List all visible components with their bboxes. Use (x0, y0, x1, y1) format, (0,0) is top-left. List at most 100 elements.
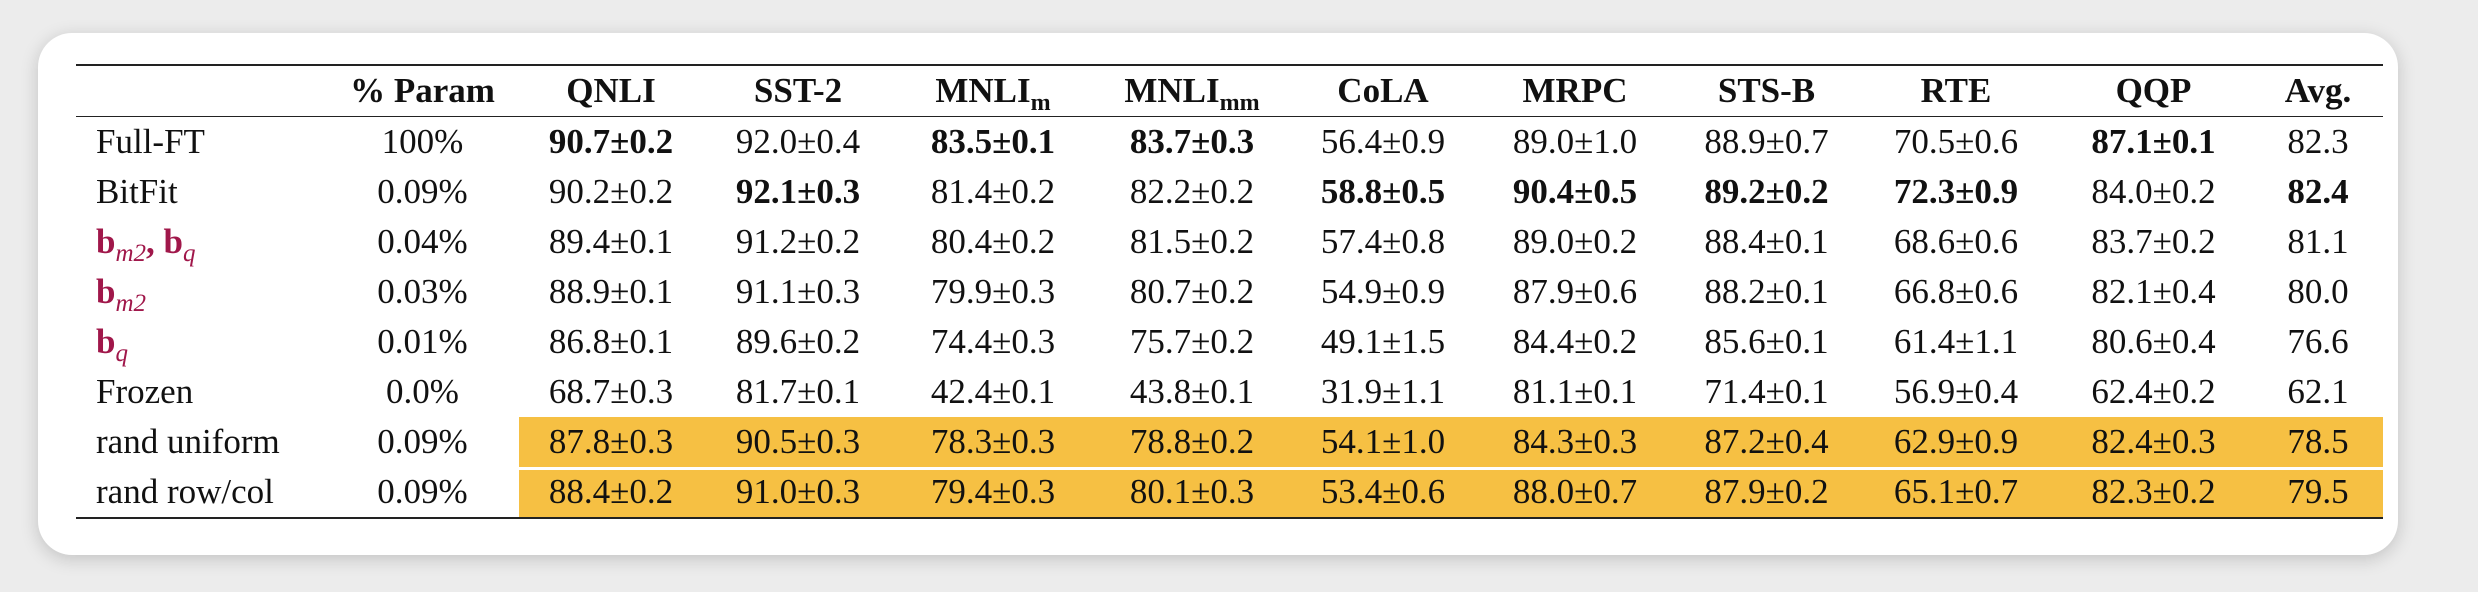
rte-cell: 56.9±0.4 (1893, 372, 2019, 411)
method-name: bm2 (76, 267, 326, 317)
cola-cell: 56.4±0.9 (1320, 122, 1446, 161)
qqp-cell: 82.3±0.2 (2054, 467, 2253, 518)
sst2-cell: 89.6±0.2 (735, 322, 861, 361)
table-card: % Param QNLI SST-2 MNLIm MNLImm CoLA MRP… (38, 33, 2398, 555)
sst2-cell: 92.0±0.4 (735, 122, 861, 161)
mnli-m-cell: 83.5±0.1 (930, 122, 1056, 161)
method-bias-symbol: b (96, 272, 116, 311)
table-row: bm2 0.03% 88.9±0.1 91.1±0.3 79.9±0.3 80.… (76, 267, 2383, 317)
param-cell: 100% (381, 122, 464, 161)
rte-cell: 65.1±0.7 (1858, 467, 2054, 518)
stsb-cell: 71.4±0.1 (1704, 372, 1829, 411)
qqp-cell: 82.4±0.3 (2054, 417, 2253, 467)
method-name: rand row/col (96, 472, 274, 511)
cola-cell: 53.4±0.6 (1291, 467, 1475, 518)
method-name: BitFit (96, 172, 178, 211)
header-mnli-mm-sub: mm (1219, 90, 1260, 116)
param-cell: 0.09% (377, 472, 468, 511)
stsb-cell: 87.9±0.2 (1675, 467, 1858, 518)
avg-cell: 76.6 (2287, 322, 2349, 361)
avg-cell: 80.0 (2287, 272, 2349, 311)
param-cell: 0.01% (377, 322, 468, 361)
qnli-cell: 89.4±0.1 (548, 222, 674, 261)
table-row: Frozen 0.0% 68.7±0.3 81.7±0.1 42.4±0.1 4… (76, 367, 2383, 417)
table-row: bq 0.01% 86.8±0.1 89.6±0.2 74.4±0.3 75.7… (76, 317, 2383, 367)
sst2-cell: 90.5±0.3 (703, 417, 893, 467)
cola-cell: 31.9±1.1 (1320, 372, 1446, 411)
mrpc-cell: 89.0±0.2 (1512, 222, 1638, 261)
table-row: bm2, bq 0.04% 89.4±0.1 91.2±0.2 80.4±0.2… (76, 217, 2383, 267)
qqp-cell: 82.1±0.4 (2091, 272, 2216, 311)
rte-cell: 62.9±0.9 (1858, 417, 2054, 467)
param-cell: 0.04% (377, 222, 468, 261)
method-name: bm2, bq (76, 217, 326, 267)
mrpc-cell: 88.0±0.7 (1475, 467, 1675, 518)
table-row-highlighted: rand uniform 0.09% 87.8±0.3 90.5±0.3 78.… (76, 417, 2383, 467)
qnli-cell: 90.2±0.2 (548, 172, 674, 211)
table-row: Full-FT 100% 90.7±0.2 92.0±0.4 83.5±0.1 … (76, 117, 2383, 168)
table-row-highlighted: rand row/col 0.09% 88.4±0.2 91.0±0.3 79.… (76, 467, 2383, 518)
mnli-mm-cell: 78.8±0.2 (1093, 417, 1291, 467)
mrpc-cell: 89.0±1.0 (1512, 122, 1638, 161)
avg-cell: 62.1 (2287, 372, 2349, 411)
mrpc-cell: 81.1±0.1 (1512, 372, 1638, 411)
cola-cell: 54.9±0.9 (1320, 272, 1446, 311)
qqp-cell: 83.7±0.2 (2091, 222, 2216, 261)
mnli-mm-cell: 81.5±0.2 (1129, 222, 1255, 261)
qnli-cell: 90.7±0.2 (548, 122, 674, 161)
mnli-mm-cell: 82.2±0.2 (1129, 172, 1255, 211)
mrpc-cell: 87.9±0.6 (1512, 272, 1638, 311)
mnli-m-cell: 74.4±0.3 (930, 322, 1056, 361)
header-sst2: SST-2 (753, 71, 843, 110)
rte-cell: 66.8±0.6 (1893, 272, 2019, 311)
header-row: % Param QNLI SST-2 MNLIm MNLImm CoLA MRP… (76, 65, 2383, 117)
param-cell: 0.03% (377, 272, 468, 311)
method-bias-subscript: m2 (115, 290, 147, 317)
mnli-m-cell: 81.4±0.2 (930, 172, 1056, 211)
rte-cell: 72.3±0.9 (1893, 172, 2019, 211)
qnli-cell: 88.9±0.1 (548, 272, 674, 311)
cola-cell: 49.1±1.5 (1320, 322, 1446, 361)
header-mnli-m-sub: m (1030, 90, 1051, 116)
mnli-mm-cell: 75.7±0.2 (1129, 322, 1255, 361)
method-bias-symbol: b (96, 222, 116, 261)
qnli-cell: 68.7±0.3 (548, 372, 674, 411)
header-qnli: QNLI (566, 71, 656, 110)
avg-cell: 82.3 (2287, 122, 2349, 161)
method-bias-symbol: b (163, 222, 183, 261)
header-mnli-mm-base: MNLI (1124, 71, 1220, 110)
qnli-cell: 88.4±0.2 (519, 467, 703, 518)
mnli-m-cell: 79.9±0.3 (930, 272, 1056, 311)
stsb-cell: 85.6±0.1 (1704, 322, 1829, 361)
qqp-cell: 80.6±0.4 (2091, 322, 2216, 361)
header-param: % Param (350, 71, 495, 110)
cola-cell: 58.8±0.5 (1320, 172, 1446, 211)
method-bias-subscript: q (183, 240, 196, 267)
qqp-cell: 87.1±0.1 (2091, 122, 2216, 161)
sst2-cell: 91.2±0.2 (735, 222, 861, 261)
stsb-cell: 88.4±0.1 (1704, 222, 1829, 261)
mnli-m-cell: 42.4±0.1 (930, 372, 1056, 411)
stsb-cell: 89.2±0.2 (1704, 172, 1829, 211)
header-method (76, 65, 326, 117)
param-cell: 0.0% (386, 372, 459, 411)
cola-cell: 54.1±1.0 (1291, 417, 1475, 467)
header-mrpc: MRPC (1522, 71, 1628, 110)
method-bias-symbol: b (96, 322, 116, 361)
stsb-cell: 88.2±0.1 (1704, 272, 1829, 311)
rte-cell: 68.6±0.6 (1893, 222, 2019, 261)
results-table: % Param QNLI SST-2 MNLIm MNLImm CoLA MRP… (76, 64, 2383, 519)
method-name: rand uniform (96, 422, 280, 461)
method-separator: , (146, 222, 164, 261)
header-mnli-mm: MNLImm (1093, 65, 1291, 117)
mnli-mm-cell: 83.7±0.3 (1129, 122, 1255, 161)
avg-cell: 82.4 (2287, 172, 2349, 211)
qqp-cell: 84.0±0.2 (2091, 172, 2216, 211)
header-rte: RTE (1920, 71, 1992, 110)
mrpc-cell: 84.3±0.3 (1475, 417, 1675, 467)
avg-cell: 78.5 (2253, 417, 2383, 467)
cola-cell: 57.4±0.8 (1320, 222, 1446, 261)
mrpc-cell: 90.4±0.5 (1512, 172, 1638, 211)
table-row: BitFit 0.09% 90.2±0.2 92.1±0.3 81.4±0.2 … (76, 167, 2383, 217)
header-qqp: QQP (2115, 71, 2192, 110)
